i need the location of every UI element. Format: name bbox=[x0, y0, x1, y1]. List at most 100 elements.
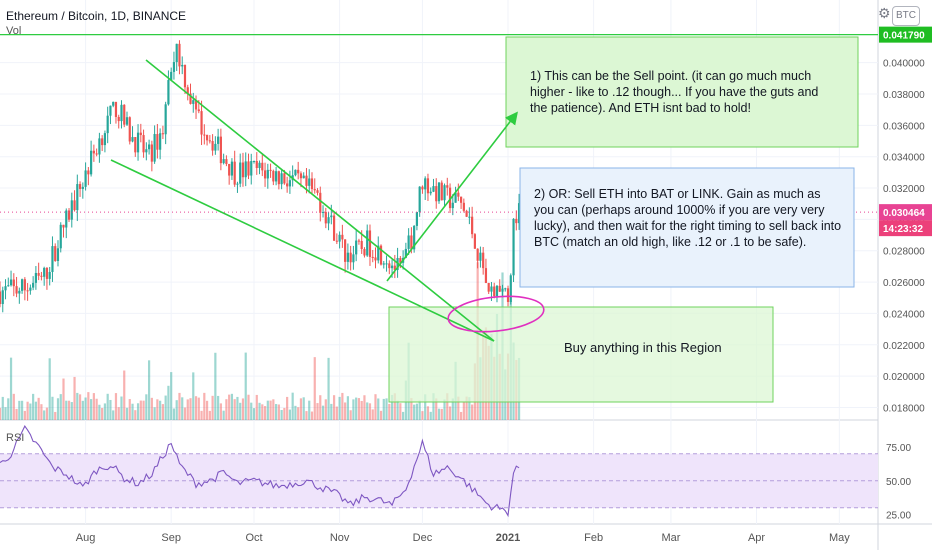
price-tick-8: 0.034000 bbox=[883, 153, 925, 164]
candle-body bbox=[109, 105, 112, 116]
candle-body bbox=[84, 170, 87, 187]
candle-body bbox=[473, 234, 476, 249]
volume-bar bbox=[437, 408, 441, 420]
currency-button[interactable]: BTC bbox=[892, 6, 920, 26]
volume-bar bbox=[388, 403, 391, 420]
candle-body bbox=[313, 189, 316, 191]
volume-bar bbox=[374, 394, 377, 420]
candle-body bbox=[178, 43, 181, 67]
volume-bar bbox=[266, 400, 269, 420]
volume-bar bbox=[15, 408, 18, 420]
candle-body bbox=[167, 80, 170, 105]
candle-body bbox=[443, 185, 446, 201]
candle-body bbox=[23, 279, 26, 291]
candle-body bbox=[175, 43, 178, 63]
candle-body bbox=[349, 252, 352, 263]
candle-body bbox=[484, 268, 488, 283]
candle-body bbox=[263, 170, 267, 179]
volume-label[interactable]: Vol bbox=[6, 25, 22, 37]
candle-body bbox=[324, 211, 327, 224]
candle-body bbox=[344, 239, 347, 262]
bottom-circle bbox=[447, 295, 545, 333]
volume-bar bbox=[471, 404, 474, 420]
or-box bbox=[519, 167, 855, 288]
candle-body bbox=[261, 162, 264, 171]
volume-bar bbox=[54, 411, 57, 420]
candle-body bbox=[106, 115, 109, 134]
volume-bar bbox=[112, 410, 115, 420]
volume-bar bbox=[283, 407, 286, 420]
volume-bar bbox=[20, 400, 24, 420]
candle-body bbox=[150, 144, 153, 162]
candle-body bbox=[76, 184, 79, 211]
candle-body bbox=[197, 109, 200, 112]
candle-body bbox=[399, 257, 402, 263]
volume-bar bbox=[305, 411, 308, 420]
candle-body bbox=[203, 134, 206, 136]
volume-bar bbox=[214, 352, 217, 420]
candle-body bbox=[459, 196, 463, 203]
volume-bar bbox=[1, 396, 4, 420]
price-tick-9: 0.036000 bbox=[883, 121, 925, 132]
candle-body bbox=[219, 136, 222, 164]
candle-body bbox=[407, 235, 410, 249]
candle-body bbox=[45, 267, 49, 279]
candle-body bbox=[159, 133, 162, 150]
candle-body bbox=[181, 64, 184, 67]
candle-body bbox=[305, 175, 308, 186]
resistance-price-tag-bg bbox=[879, 26, 932, 43]
candle-body bbox=[366, 230, 369, 256]
volume-bar bbox=[139, 400, 142, 420]
candle-body bbox=[280, 173, 283, 185]
volume-bar bbox=[396, 400, 399, 420]
candle-body bbox=[332, 215, 336, 241]
volume-bar bbox=[164, 395, 167, 420]
candle-body bbox=[404, 248, 407, 258]
current-price-tag: 0.030464 bbox=[883, 208, 925, 219]
candle-body bbox=[501, 288, 504, 292]
volume-bar bbox=[319, 395, 322, 420]
candle-body bbox=[247, 161, 250, 176]
symbol-title[interactable]: Ethereum / Bitcoin, 1D, BINANCE bbox=[6, 9, 187, 23]
volume-bar bbox=[123, 370, 126, 420]
candle-body bbox=[512, 218, 515, 276]
candle-body bbox=[451, 202, 454, 209]
candle-body bbox=[217, 136, 220, 144]
candle-body bbox=[390, 265, 394, 269]
gear-icon[interactable]: ⚙ bbox=[878, 5, 891, 21]
volume-bar bbox=[125, 407, 129, 420]
candle-body bbox=[440, 182, 443, 201]
time-tick-5: 2021 bbox=[496, 532, 520, 544]
volume-bar bbox=[98, 404, 101, 420]
candle-body bbox=[299, 173, 303, 179]
volume-bar bbox=[29, 403, 32, 420]
rsi-label[interactable]: RSI bbox=[6, 432, 25, 444]
candle-body bbox=[156, 134, 159, 150]
volume-bar bbox=[236, 396, 239, 420]
candle-body bbox=[211, 141, 214, 151]
volume-bar bbox=[393, 393, 396, 420]
volume-bar bbox=[106, 393, 109, 420]
candle-body bbox=[114, 101, 118, 117]
sell-box bbox=[505, 36, 859, 148]
candle-body bbox=[101, 138, 104, 146]
breakout-arrow bbox=[386, 111, 518, 282]
candle-body bbox=[228, 163, 231, 176]
candle-body bbox=[277, 171, 280, 185]
candle-body bbox=[142, 135, 145, 153]
volume-bar bbox=[241, 398, 245, 420]
volume-bar bbox=[349, 410, 352, 420]
candle-body bbox=[233, 161, 236, 185]
volume-bar bbox=[45, 407, 49, 420]
candle-body bbox=[153, 134, 156, 162]
volume-bar bbox=[332, 395, 336, 420]
candle-body bbox=[12, 279, 15, 287]
candle-body bbox=[164, 104, 167, 135]
countdown-tag: 14:23:32 bbox=[883, 224, 923, 235]
candle-body bbox=[59, 224, 62, 249]
candle-body bbox=[437, 182, 441, 202]
time-tick-7: Mar bbox=[661, 532, 680, 544]
price-tick-4: 0.026000 bbox=[883, 278, 925, 289]
candle-body bbox=[192, 100, 195, 104]
volume-bar bbox=[208, 410, 211, 420]
